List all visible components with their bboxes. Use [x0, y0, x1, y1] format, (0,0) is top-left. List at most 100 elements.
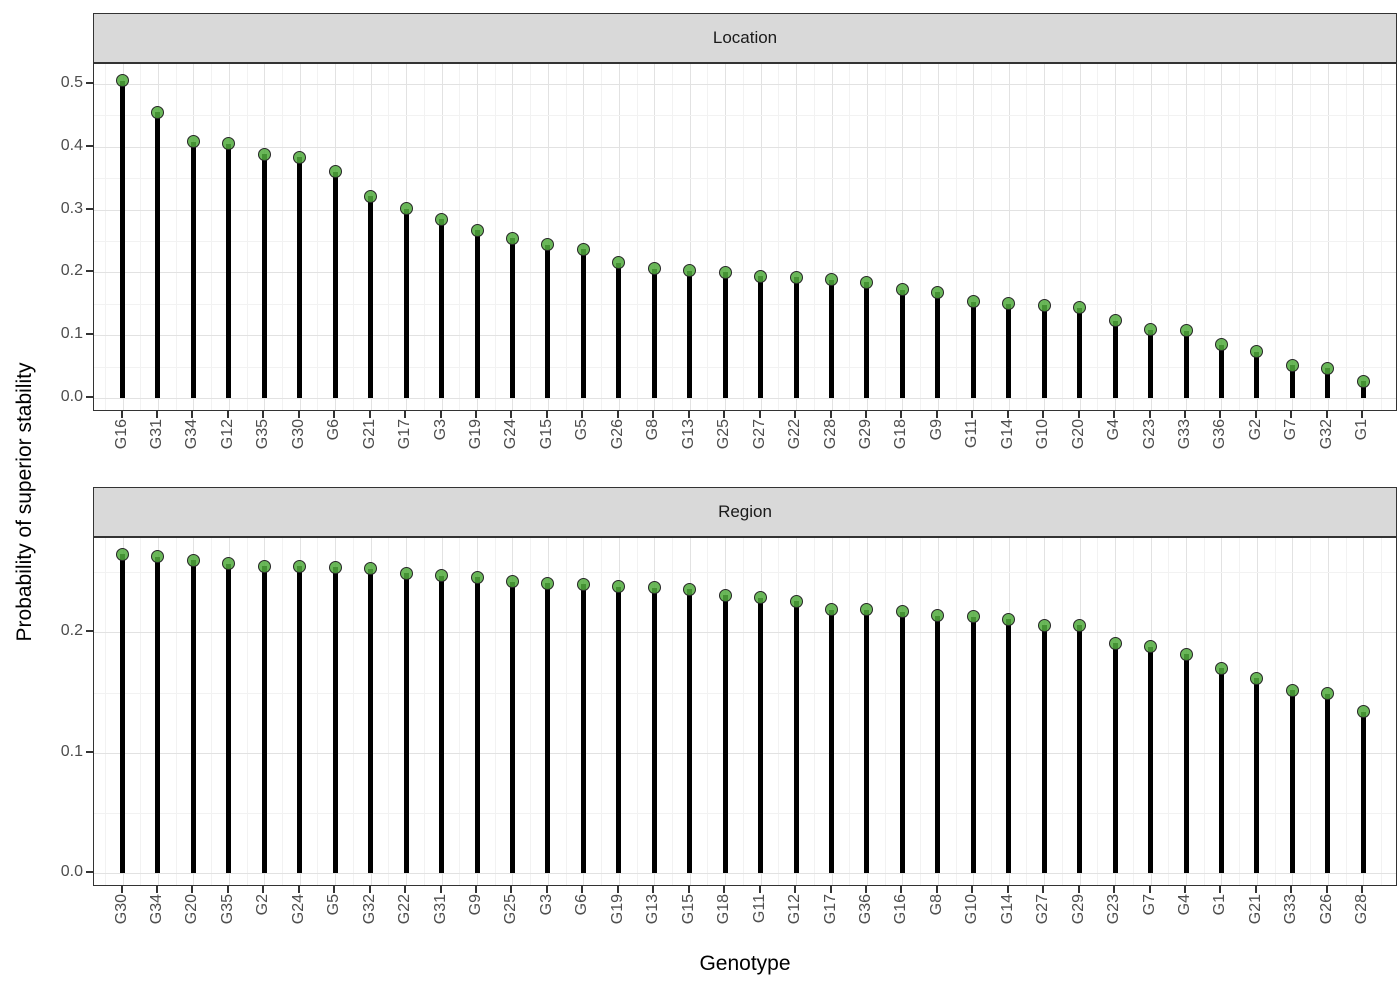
- x-tick-label-G36: G36: [1211, 419, 1229, 450]
- x-tick-label-G12: G12: [786, 894, 804, 925]
- x-tick-label-G9: G9: [927, 419, 945, 441]
- x-tick-label-G2: G2: [1246, 419, 1264, 441]
- gridline-vertical-minor: [1310, 64, 1312, 410]
- lollipop-stem-G3: [439, 219, 445, 398]
- gridline-vertical-minor: [494, 64, 496, 410]
- facet-strip-region: Region: [93, 487, 1397, 537]
- x-tick-mark: [120, 886, 123, 893]
- x-tick-label-G31: G31: [147, 419, 165, 450]
- lollipop-stem-G28: [829, 279, 834, 398]
- gridline-vertical-major: [796, 64, 798, 410]
- gridline-vertical-major: [866, 64, 868, 410]
- x-tick-label-G1: G1: [1211, 894, 1229, 916]
- x-tick-label-G17: G17: [821, 894, 839, 925]
- x-tick-mark: [1290, 411, 1293, 418]
- x-tick-label-G16: G16: [112, 419, 130, 450]
- gridline-horizontal-minor: [94, 115, 1396, 117]
- x-tick-mark: [829, 886, 832, 893]
- data-point-G5: [328, 560, 342, 574]
- x-tick-label-G15: G15: [679, 894, 697, 925]
- data-point-G20: [186, 553, 200, 567]
- data-point-G1: [1356, 374, 1370, 388]
- x-tick-label-G30: G30: [112, 894, 130, 925]
- gridline-horizontal-major: [94, 146, 1396, 148]
- gridline-vertical-minor: [1310, 538, 1312, 885]
- data-point-G7: [1144, 640, 1158, 654]
- gridline-vertical-major: [1079, 64, 1081, 410]
- data-point-G15: [541, 238, 555, 252]
- gridline-vertical-minor: [175, 538, 177, 885]
- lollipop-stem-G25: [722, 272, 728, 398]
- x-tick-label-G32: G32: [1317, 419, 1335, 450]
- data-point-G31: [435, 569, 449, 583]
- data-point-G25: [505, 575, 519, 589]
- x-tick-mark: [1325, 886, 1328, 893]
- data-point-G18: [718, 588, 732, 602]
- lollipop-stem-G29: [864, 282, 870, 398]
- x-tick-label-G23: G23: [1105, 894, 1123, 925]
- x-tick-mark: [155, 886, 158, 893]
- x-tick-mark: [120, 411, 123, 418]
- gridline-vertical-minor: [388, 538, 390, 885]
- data-point-G8: [647, 262, 661, 276]
- gridline-vertical-major: [1256, 64, 1258, 410]
- gridline-vertical-minor: [140, 64, 142, 410]
- x-tick-label-G4: G4: [1105, 419, 1123, 441]
- x-tick-mark: [1148, 886, 1151, 893]
- x-tick-mark: [226, 886, 229, 893]
- data-point-G6: [576, 577, 590, 591]
- y-tick-mark: [86, 144, 93, 147]
- gridline-vertical-minor: [1203, 538, 1205, 885]
- lollipop-stem-G3: [545, 583, 551, 873]
- x-tick-mark: [935, 886, 938, 893]
- gridline-vertical-minor: [140, 538, 142, 885]
- gridline-horizontal-major: [94, 335, 1396, 337]
- data-point-G20: [1073, 301, 1087, 315]
- gridline-vertical-major: [654, 64, 656, 410]
- gridline-vertical-minor: [282, 64, 284, 410]
- x-tick-label-G8: G8: [644, 419, 662, 441]
- data-point-G24: [505, 231, 519, 245]
- lollipop-stem-G1: [1218, 668, 1224, 873]
- lollipop-stem-G32: [368, 568, 374, 873]
- x-tick-mark: [1184, 886, 1186, 893]
- gridline-vertical-minor: [1274, 64, 1276, 410]
- x-tick-mark: [545, 886, 548, 893]
- data-point-G12: [789, 594, 803, 608]
- gridline-vertical-major: [1221, 64, 1223, 410]
- data-point-G13: [647, 581, 661, 595]
- x-tick-mark: [971, 411, 974, 418]
- gridline-vertical-minor: [742, 64, 744, 410]
- lollipop-stem-G9: [474, 577, 480, 873]
- x-tick-label-G18: G18: [715, 894, 733, 925]
- x-tick-mark: [723, 411, 726, 418]
- lollipop-stem-G13: [651, 587, 657, 873]
- lollipop-stem-G16: [120, 80, 125, 398]
- data-point-G27: [754, 269, 768, 283]
- x-tick-label-G6: G6: [573, 894, 591, 916]
- y-tick-label: 0.0: [60, 863, 83, 880]
- x-tick-mark: [581, 886, 584, 893]
- gridline-horizontal-major: [94, 272, 1396, 274]
- gridline-horizontal-major: [94, 398, 1396, 399]
- data-point-G15: [683, 582, 697, 596]
- data-point-G25: [718, 265, 732, 279]
- gridline-vertical-minor: [778, 64, 780, 410]
- gridline-vertical-minor: [601, 538, 603, 885]
- x-tick-mark: [1361, 411, 1364, 418]
- data-point-G24: [293, 559, 307, 573]
- lollipop-stem-G34: [155, 556, 161, 873]
- lollipop-stem-G14: [1006, 619, 1012, 873]
- x-tick-mark: [687, 411, 690, 418]
- x-tick-mark: [794, 886, 797, 893]
- gridline-vertical-minor: [813, 64, 815, 410]
- x-tick-label-G29: G29: [856, 419, 874, 450]
- data-point-G33: [1179, 324, 1193, 338]
- lollipop-stem-G5: [580, 249, 586, 398]
- lollipop-stem-G12: [226, 143, 232, 398]
- gridline-vertical-minor: [636, 538, 638, 885]
- x-tick-label-G6: G6: [325, 419, 343, 441]
- gridline-vertical-minor: [636, 64, 638, 410]
- x-tick-label-G27: G27: [750, 419, 768, 450]
- x-tick-label-G21: G21: [360, 419, 378, 450]
